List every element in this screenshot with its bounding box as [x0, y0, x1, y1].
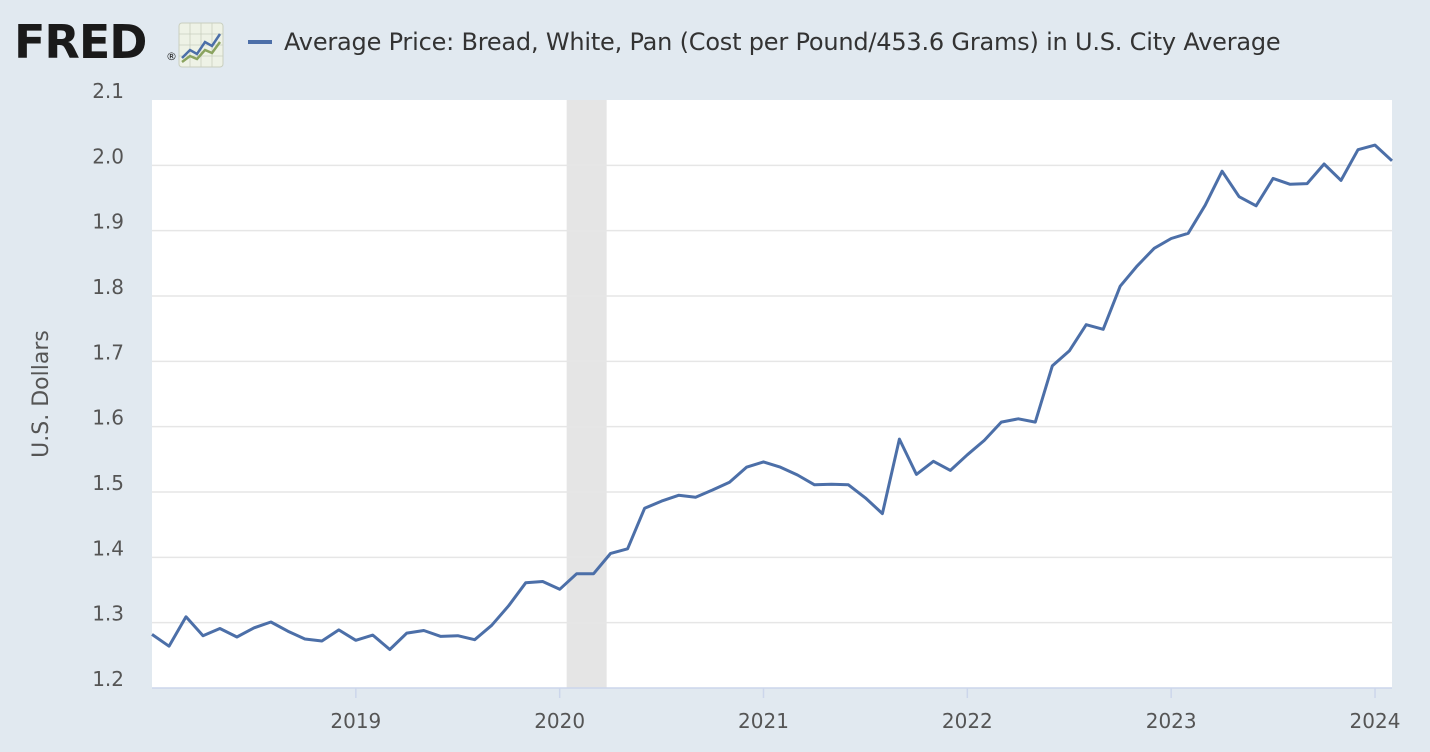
x-tick-label: 2023: [1146, 709, 1197, 733]
y-tick-label: 1.3: [92, 602, 124, 626]
y-axis: 1.2 1.3 1.4 1.5 1.6 1.7 1.8 1.9 2.0 2.1: [92, 79, 124, 691]
chart-title: Average Price: Bread, White, Pan (Cost p…: [284, 28, 1281, 56]
x-tick-label: 2024: [1350, 709, 1401, 733]
registered-mark: ®: [166, 50, 177, 63]
chart-header: FRED ® Average Price: Bread, White, Pan …: [0, 0, 1430, 84]
y-tick-label: 2.1: [92, 79, 124, 103]
y-tick-label: 2.0: [92, 144, 124, 168]
y-axis-title: U.S. Dollars: [29, 330, 54, 458]
fred-logo[interactable]: FRED ®: [14, 14, 226, 70]
legend-swatch: [248, 40, 272, 44]
x-tick-label: 2022: [942, 709, 993, 733]
line-chart-icon: [178, 22, 224, 68]
y-tick-label: 1.5: [92, 471, 124, 495]
chart-legend[interactable]: Average Price: Bread, White, Pan (Cost p…: [248, 22, 1281, 62]
y-tick-label: 1.8: [92, 275, 124, 299]
x-tick-label: 2021: [738, 709, 789, 733]
plot-background: [152, 100, 1392, 688]
y-tick-label: 1.4: [92, 536, 124, 560]
x-tick-label: 2019: [330, 709, 381, 733]
y-tick-label: 1.9: [92, 210, 124, 234]
y-tick-label: 1.2: [92, 667, 124, 691]
y-tick-label: 1.6: [92, 406, 124, 430]
x-axis: 2019 2020 2021 2022 2023 2024: [152, 687, 1401, 733]
y-tick-label: 1.7: [92, 340, 124, 364]
x-tick-label: 2020: [534, 709, 585, 733]
series-line[interactable]: [151, 143, 1394, 651]
grid-lines: [152, 164, 1392, 624]
fred-wordmark: FRED: [14, 15, 147, 69]
recession-band: [566, 100, 607, 688]
